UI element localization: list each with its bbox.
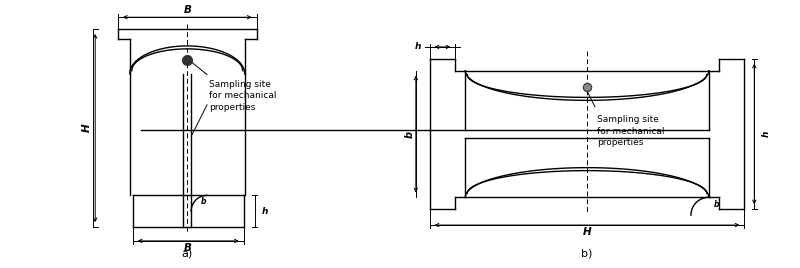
Text: h: h (414, 42, 421, 51)
Text: B: B (183, 5, 191, 15)
Text: b: b (714, 200, 719, 209)
Text: a): a) (182, 249, 193, 259)
Text: Sampling site
for mechanical
properties: Sampling site for mechanical properties (209, 80, 277, 112)
Text: b: b (201, 197, 206, 206)
Text: h: h (262, 207, 268, 216)
Text: Sampling site
for mechanical
properties: Sampling site for mechanical properties (597, 115, 665, 147)
Text: b): b) (582, 249, 593, 259)
Text: h: h (762, 131, 771, 137)
Text: H: H (82, 124, 91, 132)
Text: H: H (582, 227, 591, 237)
Text: b: b (405, 131, 415, 137)
Text: B: B (183, 243, 191, 253)
